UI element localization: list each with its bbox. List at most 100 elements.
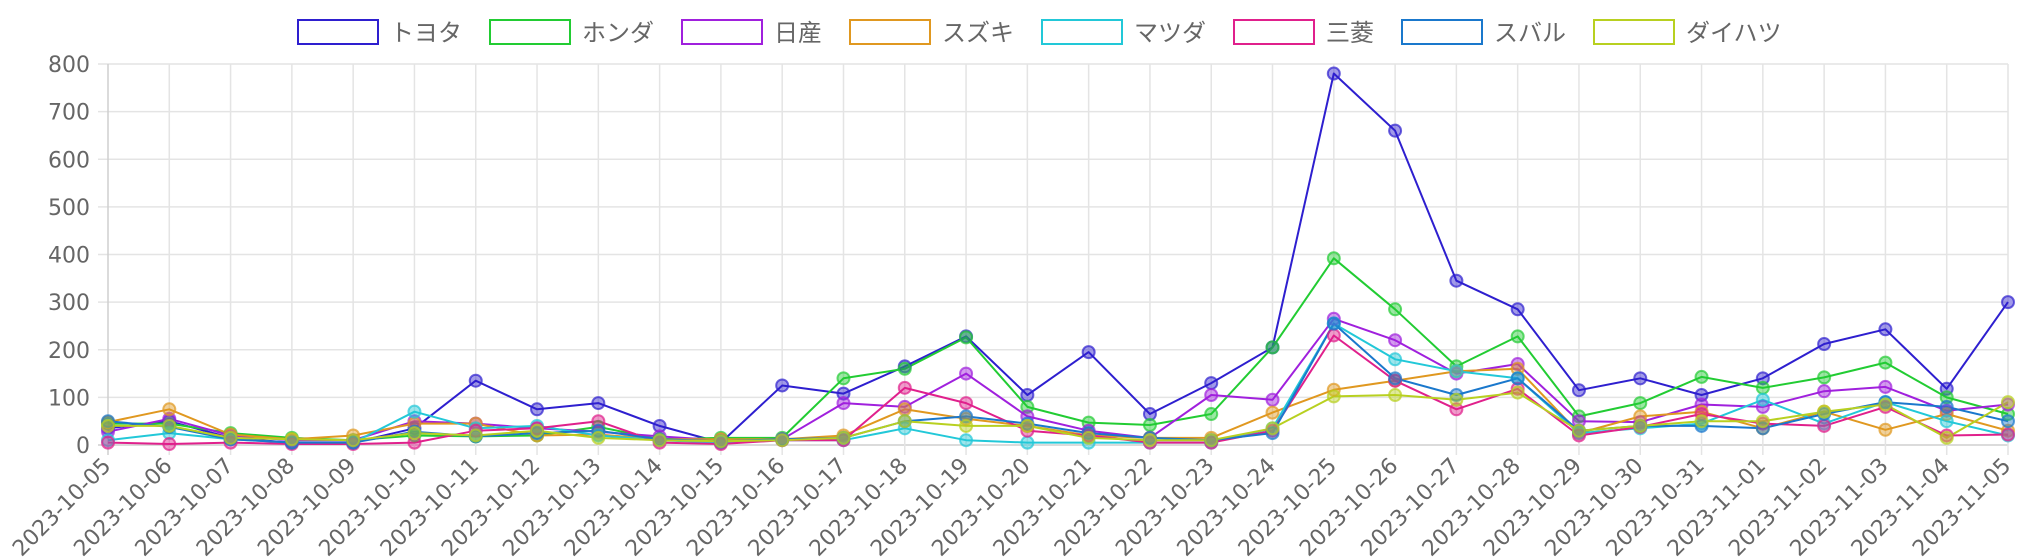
data-point[interactable] [1204,376,1219,391]
data-point[interactable] [1939,399,1954,414]
data-point[interactable] [1081,345,1096,360]
data-point[interactable] [652,433,667,448]
data-point[interactable] [1449,364,1464,379]
data-point[interactable] [1817,337,1832,352]
data-point[interactable] [468,428,483,443]
data-point[interactable] [897,414,912,429]
data-point[interactable] [284,432,299,447]
data-point[interactable] [1204,433,1219,448]
data-point[interactable] [1939,390,1954,405]
data-point[interactable] [1265,340,1280,355]
data-point[interactable] [162,402,177,417]
data-point[interactable] [775,378,790,393]
data-point[interactable] [530,423,545,438]
data-point[interactable] [1449,387,1464,402]
data-point[interactable] [162,418,177,433]
data-point[interactable] [1020,399,1035,414]
data-point[interactable] [1388,123,1403,138]
data-point[interactable] [1571,383,1586,398]
data-point[interactable] [407,435,422,450]
data-point[interactable] [101,414,115,429]
data-point[interactable] [407,404,422,419]
data-point[interactable] [775,433,790,448]
data-point[interactable] [1081,430,1096,445]
data-point[interactable] [1755,414,1770,429]
legend-item[interactable]: ホンダ [489,19,654,47]
data-point[interactable] [2001,395,2015,410]
data-point[interactable] [101,418,115,433]
data-point[interactable] [1449,392,1464,407]
data-point[interactable] [959,433,974,448]
data-point[interactable] [1388,333,1403,348]
data-point[interactable] [1510,371,1525,386]
data-point[interactable] [1817,404,1832,419]
data-point[interactable] [1878,322,1893,337]
legend-item[interactable]: トヨタ [297,19,462,47]
data-point[interactable] [162,437,177,452]
data-point[interactable] [1326,389,1341,404]
data-point[interactable] [1878,397,1893,412]
data-point[interactable] [1510,381,1525,396]
data-point[interactable] [1633,418,1648,433]
data-point[interactable] [1878,422,1893,437]
data-point[interactable] [959,396,974,411]
data-point[interactable] [591,414,606,429]
data-point[interactable] [1510,302,1525,317]
data-point[interactable] [836,396,851,411]
data-point[interactable] [1265,421,1280,436]
data-point[interactable] [1939,430,1954,445]
data-point[interactable] [1755,380,1770,395]
legend-item[interactable]: スバル [1401,19,1566,47]
data-point[interactable] [1204,407,1219,422]
data-point[interactable] [897,402,912,417]
data-point[interactable] [1510,357,1525,372]
data-point[interactable] [1755,392,1770,407]
data-point[interactable] [591,396,606,411]
data-point[interactable] [1020,418,1035,433]
data-point[interactable] [1449,402,1464,417]
data-point[interactable] [530,402,545,417]
data-point[interactable] [407,426,422,441]
data-point[interactable] [1878,379,1893,394]
data-point[interactable] [897,361,912,376]
data-point[interactable] [591,430,606,445]
data-point[interactable] [1388,371,1403,386]
data-point[interactable] [346,433,361,448]
legend-item[interactable]: 三菱 [1233,19,1374,47]
data-point[interactable] [1571,409,1586,424]
legend-item[interactable]: マツダ [1041,19,1206,47]
data-point[interactable] [1571,423,1586,438]
data-point[interactable] [836,386,851,401]
data-point[interactable] [959,366,974,381]
data-point[interactable] [1326,316,1341,331]
data-point[interactable] [1817,370,1832,385]
legend-item[interactable]: 日産 [681,19,822,47]
data-point[interactable] [1326,251,1341,266]
data-point[interactable] [1694,418,1709,433]
data-point[interactable] [1142,417,1157,432]
data-point[interactable] [2001,423,2015,438]
data-point[interactable] [836,371,851,386]
data-point[interactable] [959,418,974,433]
data-point[interactable] [2001,427,2015,442]
legend-item[interactable]: ダイハツ [1593,19,1782,47]
data-point[interactable] [1265,392,1280,407]
data-point[interactable] [1265,426,1280,441]
data-point[interactable] [1326,66,1341,81]
data-point[interactable] [1571,428,1586,443]
data-point[interactable] [836,430,851,445]
data-point[interactable] [1204,387,1219,402]
data-point[interactable] [1142,407,1157,422]
data-point[interactable] [101,435,115,450]
data-point[interactable] [1694,369,1709,384]
data-point[interactable] [652,418,667,433]
data-point[interactable] [1817,384,1832,399]
data-point[interactable] [1142,433,1157,448]
data-point[interactable] [1449,273,1464,288]
data-point[interactable] [1326,311,1341,326]
data-point[interactable] [1510,329,1525,344]
data-point[interactable] [1326,328,1341,343]
data-point[interactable] [1510,385,1525,400]
data-point[interactable] [713,434,728,449]
data-point[interactable] [1939,414,1954,429]
